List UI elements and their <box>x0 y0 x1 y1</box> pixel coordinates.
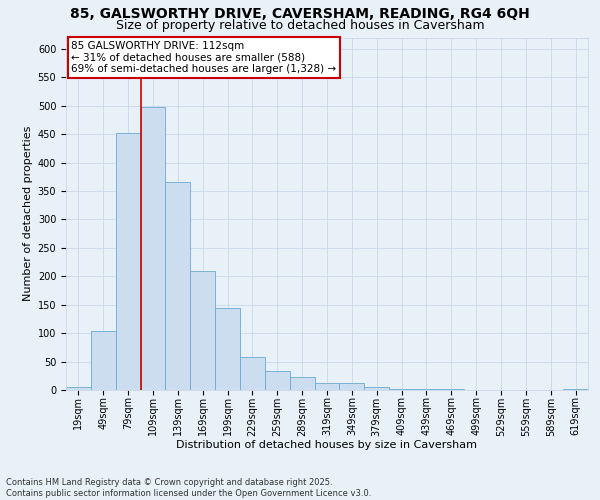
Text: Size of property relative to detached houses in Caversham: Size of property relative to detached ho… <box>116 18 484 32</box>
Bar <box>66 386 91 390</box>
Bar <box>340 383 364 390</box>
Bar <box>265 370 290 390</box>
Bar <box>140 108 166 390</box>
Text: Contains HM Land Registry data © Crown copyright and database right 2025.
Contai: Contains HM Land Registry data © Crown c… <box>6 478 371 498</box>
Bar <box>240 357 265 390</box>
X-axis label: Distribution of detached houses by size in Caversham: Distribution of detached houses by size … <box>176 440 478 450</box>
Bar <box>290 378 314 390</box>
Bar <box>166 182 190 390</box>
Bar <box>116 133 140 390</box>
Bar <box>91 332 116 390</box>
Text: 85, GALSWORTHY DRIVE, CAVERSHAM, READING, RG4 6QH: 85, GALSWORTHY DRIVE, CAVERSHAM, READING… <box>70 8 530 22</box>
Bar <box>563 389 588 390</box>
Bar <box>215 308 240 390</box>
Bar <box>314 383 340 390</box>
Bar <box>364 386 389 390</box>
Text: 85 GALSWORTHY DRIVE: 112sqm
← 31% of detached houses are smaller (588)
69% of se: 85 GALSWORTHY DRIVE: 112sqm ← 31% of det… <box>71 41 337 74</box>
Bar <box>389 389 414 390</box>
Y-axis label: Number of detached properties: Number of detached properties <box>23 126 34 302</box>
Bar <box>190 270 215 390</box>
